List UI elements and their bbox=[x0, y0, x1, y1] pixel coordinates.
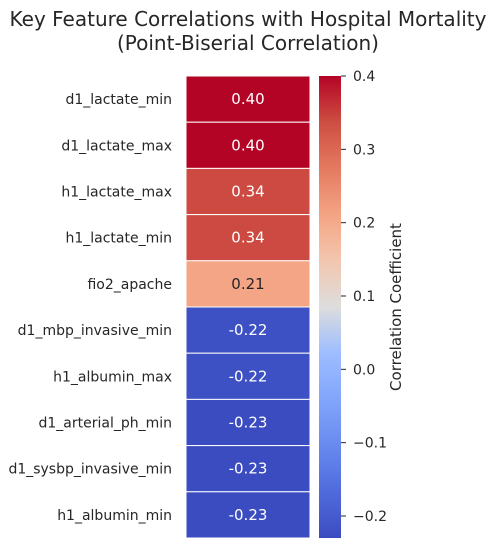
colorbar-tick-label: −0.1 bbox=[353, 436, 387, 452]
heatmap-cell-value: -0.23 bbox=[229, 506, 268, 524]
row-label: h1_lactate_max bbox=[61, 185, 172, 201]
chart-title-line-2: (Point-Biserial Correlation) bbox=[117, 31, 379, 55]
heatmap-cell bbox=[185, 214, 311, 262]
colorbar-ticks: 0.4 0.3 0.2 0.1 0.0 −0.1 −0.2 bbox=[341, 69, 387, 525]
heatmap-cell-value: 0.40 bbox=[231, 136, 264, 154]
colorbar-tick-label: 0.3 bbox=[353, 142, 375, 158]
heatmap-cell-value: -0.23 bbox=[229, 460, 268, 478]
heatmap-cell bbox=[185, 121, 311, 169]
row-label: d1_arterial_ph_min bbox=[38, 416, 172, 432]
heatmap-cell-value: 0.34 bbox=[231, 229, 264, 247]
row-label: h1_albumin_min bbox=[57, 508, 172, 524]
colorbar-tick-label: 0.1 bbox=[353, 289, 375, 305]
heatmap-cell bbox=[185, 306, 311, 354]
row-label: d1_mbp_invasive_min bbox=[18, 323, 172, 339]
row-label: d1_lactate_max bbox=[61, 138, 172, 154]
row-label: d1_lactate_min bbox=[65, 92, 172, 108]
colorbar-tick-label: 0.4 bbox=[353, 69, 375, 85]
row-label: h1_albumin_max bbox=[53, 369, 172, 385]
heatmap-cell bbox=[185, 75, 311, 123]
colorbar-tick-label: −0.2 bbox=[353, 509, 387, 525]
colorbar-tick-label: 0.0 bbox=[353, 362, 375, 378]
heatmap-cell-value: -0.22 bbox=[229, 367, 268, 385]
heatmap-cells: 0.40 0.40 0.34 0.34 0.21 -0.22 -0.22 -0.23 -0.23… bbox=[185, 75, 311, 539]
heatmap-cell bbox=[185, 167, 311, 216]
row-label: fio2_apache bbox=[87, 277, 172, 293]
heatmap-cell-value: -0.22 bbox=[229, 321, 268, 339]
chart-title-line-1: Key Feature Correlations with Hospital M… bbox=[10, 7, 487, 31]
heatmap-cell-value: 0.40 bbox=[231, 90, 264, 108]
colorbar bbox=[319, 76, 341, 538]
heatmap-cell-value: 0.21 bbox=[231, 275, 264, 293]
heatmap-cell-value: 0.34 bbox=[231, 183, 264, 201]
heatmap-row-labels: d1_lactate_min d1_lactate_max h1_lactate_m… bbox=[8, 92, 172, 524]
heatmap-cell-value: -0.23 bbox=[229, 414, 268, 432]
row-label: h1_lactate_min bbox=[65, 231, 172, 247]
colorbar-tick-label: 0.2 bbox=[353, 216, 375, 232]
heatmap-cell bbox=[185, 491, 311, 539]
colorbar-label: Correlation Coefficient bbox=[387, 223, 405, 391]
row-label: d1_sysbp_invasive_min bbox=[8, 462, 172, 478]
heatmap-cell bbox=[185, 398, 311, 447]
